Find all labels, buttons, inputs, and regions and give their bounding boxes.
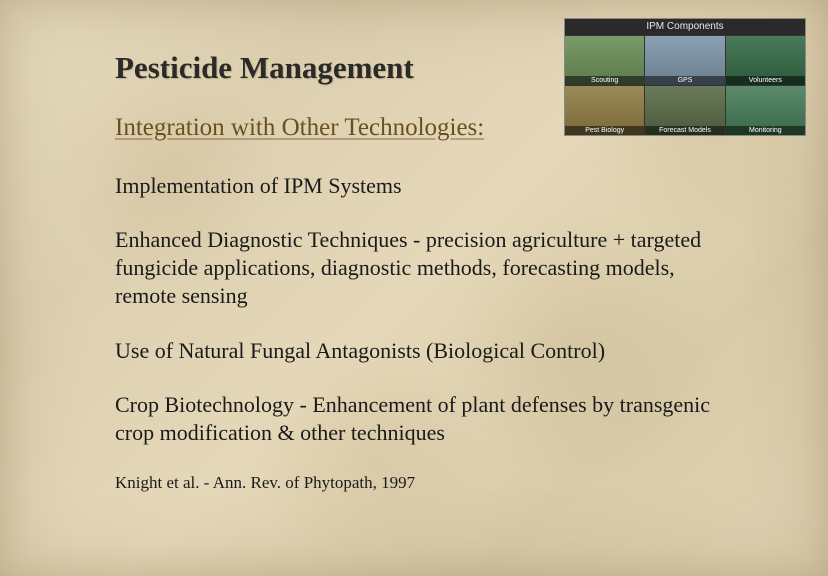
ipm-components-image: IPM Components Scouting GPS Volunteers P… — [564, 18, 806, 136]
paragraph-4: Crop Biotechnology - Enhancement of plan… — [115, 391, 718, 447]
paragraph-2: Enhanced Diagnostic Techniques - precisi… — [115, 226, 718, 310]
ipm-cell-forecast: Forecast Models — [645, 86, 724, 135]
ipm-cell-volunteers: Volunteers — [726, 36, 805, 85]
ipm-cell-scouting: Scouting — [565, 36, 644, 85]
paragraph-1: Implementation of IPM Systems — [115, 172, 718, 200]
slide: IPM Components Scouting GPS Volunteers P… — [0, 0, 828, 576]
citation: Knight et al. - Ann. Rev. of Phytopath, … — [115, 473, 718, 493]
paragraph-3: Use of Natural Fungal Antagonists (Biolo… — [115, 337, 718, 365]
ipm-cell-monitoring: Monitoring — [726, 86, 805, 135]
ipm-cell-gps: GPS — [645, 36, 724, 85]
ipm-image-header: IPM Components — [565, 19, 805, 35]
ipm-cell-pest-biology: Pest Biology — [565, 86, 644, 135]
